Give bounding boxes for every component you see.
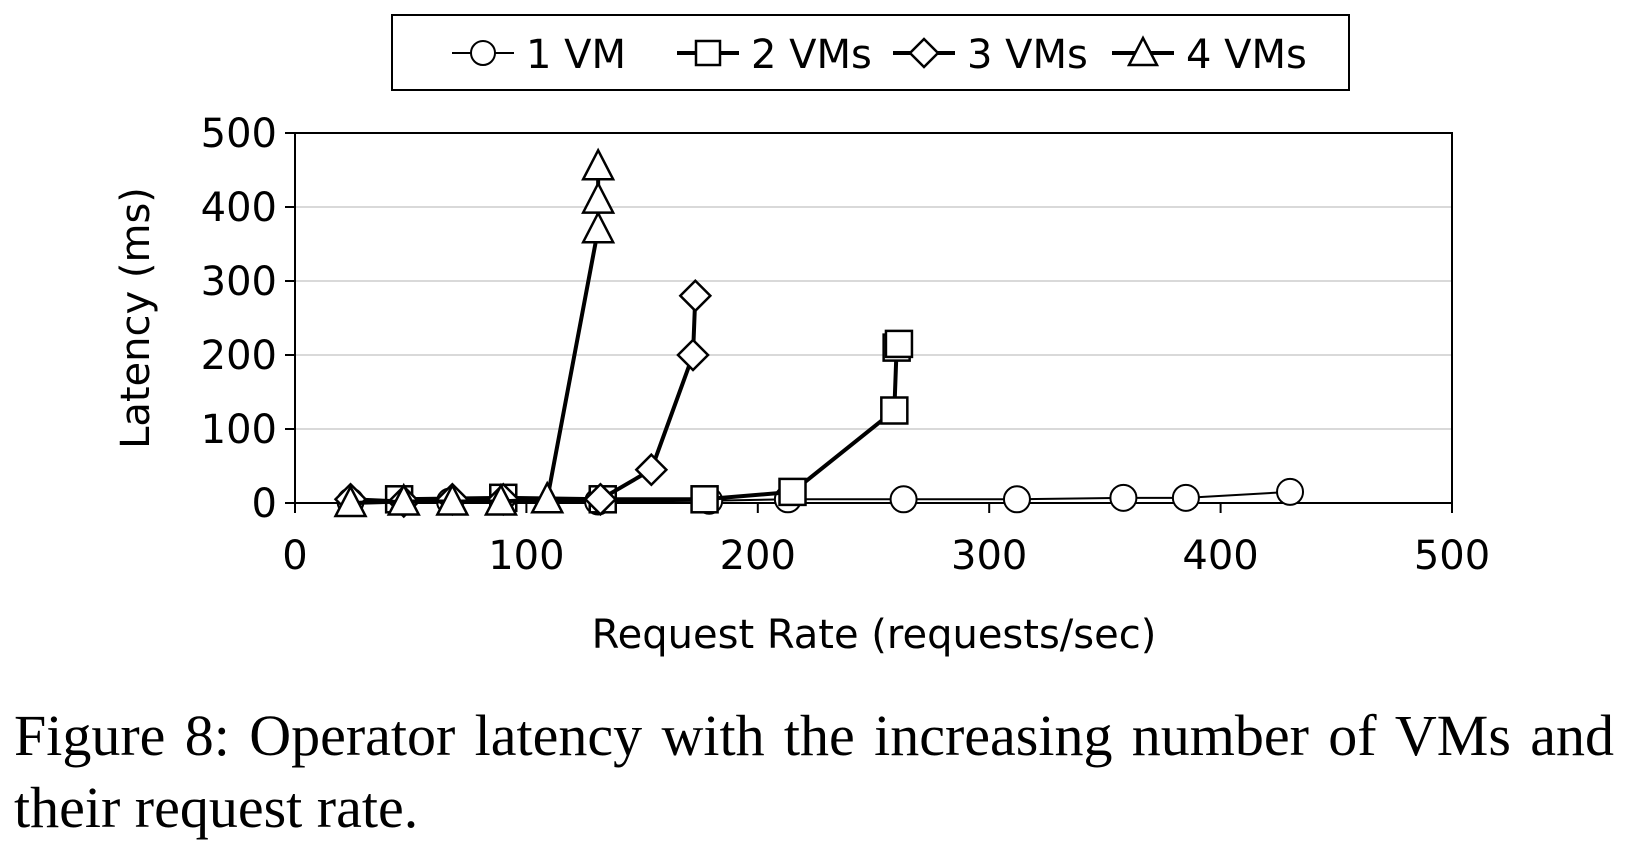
y-tick-label: 0	[252, 481, 277, 527]
x-tick-label: 300	[951, 533, 1027, 579]
circle-marker	[1276, 477, 1305, 506]
x-tick-label: 100	[488, 533, 564, 579]
square-marker	[884, 329, 914, 359]
circle-marker	[1002, 485, 1031, 514]
legend-label: 2 VMs	[751, 32, 872, 78]
triangle-marker	[435, 482, 470, 516]
circle-marker	[889, 485, 918, 514]
y-tick-label: 300	[201, 259, 277, 305]
circle-marker	[1109, 483, 1138, 512]
triangle-marker	[530, 480, 565, 514]
legend-label: 1 VM	[526, 32, 626, 78]
series-4-vms	[333, 147, 616, 518]
diamond-marker	[676, 338, 710, 372]
series-layer	[333, 147, 1305, 519]
legend: 1 VM 2 VMs 3 VMs 4 VMs	[452, 32, 1307, 78]
y-tick-label: 400	[201, 185, 277, 231]
x-tick-label: 200	[720, 533, 796, 579]
axis-ticks: 0 100 200 300 400 500 0 100 200 300 400 500	[201, 111, 1491, 579]
figure-caption: Figure 8: Operator latency with the incr…	[14, 703, 1614, 840]
triangle-marker	[333, 484, 368, 518]
x-tick-label: 0	[282, 533, 307, 579]
legend-box	[391, 14, 1350, 91]
y-axis-title: Latency (ms)	[113, 187, 159, 449]
legend-square-icon	[694, 39, 722, 67]
grid-lines	[295, 206, 1452, 430]
triangle-marker	[483, 482, 518, 516]
diamond-marker	[583, 482, 618, 517]
y-tick-label: 200	[201, 333, 277, 379]
legend-diamond-icon	[908, 37, 940, 69]
series-2-vms	[384, 329, 914, 514]
triangle-marker	[581, 147, 616, 181]
legend-item: 2 VMs	[677, 32, 872, 78]
legend-triangle-icon	[1126, 35, 1160, 67]
series-line	[350, 166, 601, 505]
y-tick-label: 100	[201, 407, 277, 453]
diamond-marker	[678, 279, 713, 313]
legend-item: 3 VMs	[893, 32, 1088, 78]
plot-frame	[294, 132, 1453, 504]
series-3-vms	[333, 279, 713, 519]
legend-circle-icon	[470, 40, 496, 66]
triangle-marker	[386, 482, 421, 516]
x-axis-title: Request Rate (requests/sec)	[592, 612, 1157, 658]
legend-label: 3 VMs	[967, 32, 1088, 78]
latency-chart: 1 VM 2 VMs 3 VMs 4 VMs 0 100 200 300 400 500 0 100…	[113, 14, 1491, 658]
triangle-marker	[581, 180, 616, 214]
circle-marker	[1171, 483, 1200, 512]
legend-item: 1 VM	[452, 32, 626, 78]
square-marker	[778, 477, 807, 507]
x-tick-label: 400	[1182, 533, 1258, 579]
y-tick-label: 500	[201, 111, 277, 157]
legend-item: 4 VMs	[1112, 32, 1307, 78]
triangle-marker	[581, 210, 616, 244]
square-marker	[880, 396, 909, 425]
x-tick-label: 500	[1414, 533, 1490, 579]
legend-label: 4 VMs	[1186, 32, 1307, 78]
square-marker	[690, 485, 719, 514]
diamond-marker	[634, 452, 669, 487]
